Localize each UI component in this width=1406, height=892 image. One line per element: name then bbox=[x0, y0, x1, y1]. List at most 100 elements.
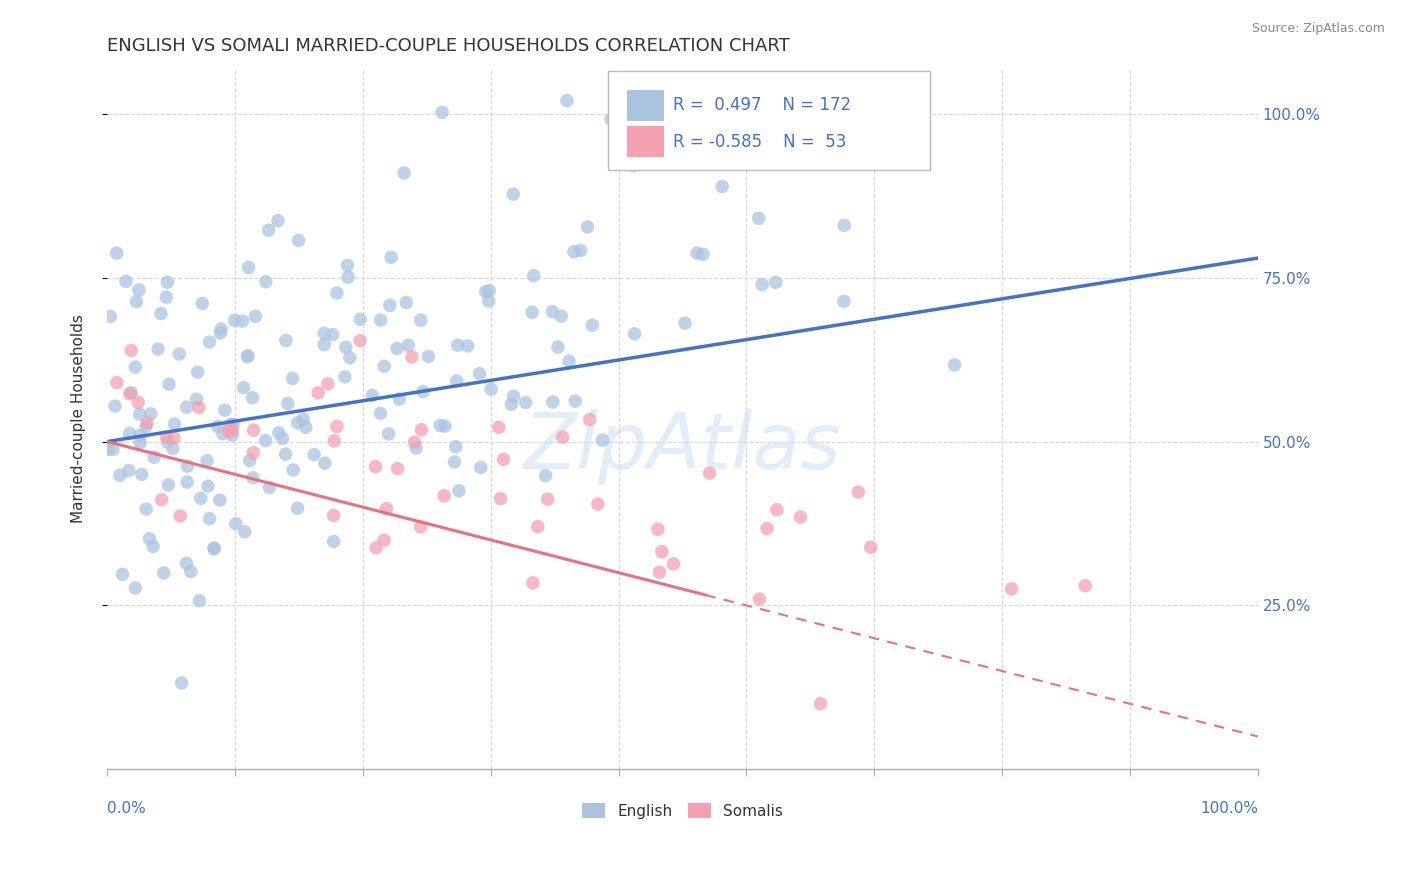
Point bbox=[254, 275, 277, 289]
Point bbox=[562, 244, 585, 259]
Point bbox=[564, 394, 586, 409]
Point bbox=[170, 676, 193, 690]
Point bbox=[592, 433, 614, 447]
Point bbox=[810, 697, 832, 711]
Point bbox=[219, 417, 242, 432]
Text: Source: ZipAtlas.com: Source: ZipAtlas.com bbox=[1251, 22, 1385, 36]
Point bbox=[326, 286, 349, 301]
Point bbox=[333, 369, 356, 384]
Point bbox=[586, 497, 609, 511]
Point bbox=[242, 423, 264, 437]
Point bbox=[176, 459, 198, 474]
Point bbox=[214, 403, 236, 417]
Point bbox=[396, 338, 419, 352]
Point bbox=[569, 244, 592, 258]
Point bbox=[765, 276, 787, 290]
Point bbox=[232, 381, 254, 395]
Point bbox=[287, 234, 309, 248]
Point bbox=[287, 501, 309, 516]
Point bbox=[221, 428, 243, 442]
Point bbox=[943, 358, 966, 372]
Point bbox=[224, 313, 246, 327]
Legend: English, Somalis: English, Somalis bbox=[576, 797, 789, 825]
Point bbox=[541, 304, 564, 318]
Point bbox=[418, 350, 440, 364]
Text: R =  0.497    N = 172: R = 0.497 N = 172 bbox=[673, 96, 852, 114]
Point bbox=[789, 510, 811, 524]
Point bbox=[832, 219, 855, 233]
Point bbox=[541, 395, 564, 409]
Point bbox=[115, 274, 138, 288]
Point bbox=[392, 166, 415, 180]
Point bbox=[267, 213, 290, 227]
Point bbox=[412, 384, 434, 399]
Point bbox=[433, 489, 456, 503]
Point bbox=[245, 310, 267, 324]
Point bbox=[98, 310, 121, 324]
Point bbox=[364, 459, 387, 474]
Point bbox=[274, 334, 297, 348]
Point bbox=[138, 532, 160, 546]
Point bbox=[162, 442, 184, 456]
Point bbox=[547, 340, 569, 354]
Point bbox=[623, 326, 645, 341]
Point bbox=[191, 296, 214, 310]
Point bbox=[515, 395, 537, 409]
Point bbox=[387, 461, 409, 475]
Text: 100.0%: 100.0% bbox=[1199, 801, 1258, 816]
Point bbox=[766, 503, 789, 517]
Point bbox=[155, 290, 177, 304]
Point bbox=[202, 541, 225, 555]
Point bbox=[502, 389, 524, 403]
Point bbox=[157, 478, 180, 492]
Point bbox=[124, 360, 146, 375]
Point bbox=[195, 454, 218, 468]
Point bbox=[322, 327, 344, 342]
Point bbox=[97, 442, 120, 457]
Point bbox=[142, 540, 165, 554]
Point bbox=[824, 148, 846, 162]
Point bbox=[163, 417, 186, 431]
Point bbox=[377, 426, 399, 441]
Point bbox=[468, 367, 491, 381]
Point bbox=[190, 491, 212, 506]
Point bbox=[502, 187, 524, 202]
FancyBboxPatch shape bbox=[627, 90, 664, 120]
Point bbox=[404, 435, 426, 450]
Y-axis label: Married-couple Households: Married-couple Households bbox=[72, 314, 86, 523]
Point bbox=[271, 432, 294, 446]
Point bbox=[108, 468, 131, 483]
Point bbox=[693, 112, 716, 126]
Point bbox=[188, 593, 211, 607]
Point bbox=[429, 418, 451, 433]
Point bbox=[176, 475, 198, 489]
Point bbox=[155, 430, 177, 444]
Point bbox=[470, 460, 492, 475]
Point bbox=[150, 307, 173, 321]
Point bbox=[430, 105, 453, 120]
Point bbox=[501, 397, 523, 411]
Point bbox=[323, 434, 346, 448]
Point bbox=[648, 566, 671, 580]
Point bbox=[101, 442, 124, 457]
Point bbox=[349, 334, 371, 348]
Point bbox=[176, 557, 198, 571]
Point bbox=[489, 491, 512, 506]
Point bbox=[118, 464, 141, 478]
Text: ENGLISH VS SOMALI MARRIED-COUPLE HOUSEHOLDS CORRELATION CHART: ENGLISH VS SOMALI MARRIED-COUPLE HOUSEHO… bbox=[107, 37, 790, 55]
Point bbox=[254, 434, 277, 448]
Point bbox=[180, 565, 202, 579]
Point bbox=[337, 270, 360, 285]
Point bbox=[446, 338, 468, 352]
Point bbox=[221, 423, 243, 437]
Point bbox=[295, 420, 318, 434]
Point bbox=[111, 567, 134, 582]
Point bbox=[735, 157, 758, 171]
Point bbox=[488, 420, 510, 434]
Point bbox=[751, 277, 773, 292]
Point bbox=[1074, 579, 1097, 593]
Point bbox=[364, 541, 387, 555]
Point bbox=[238, 260, 260, 275]
Point bbox=[209, 326, 232, 340]
Point bbox=[136, 416, 159, 430]
